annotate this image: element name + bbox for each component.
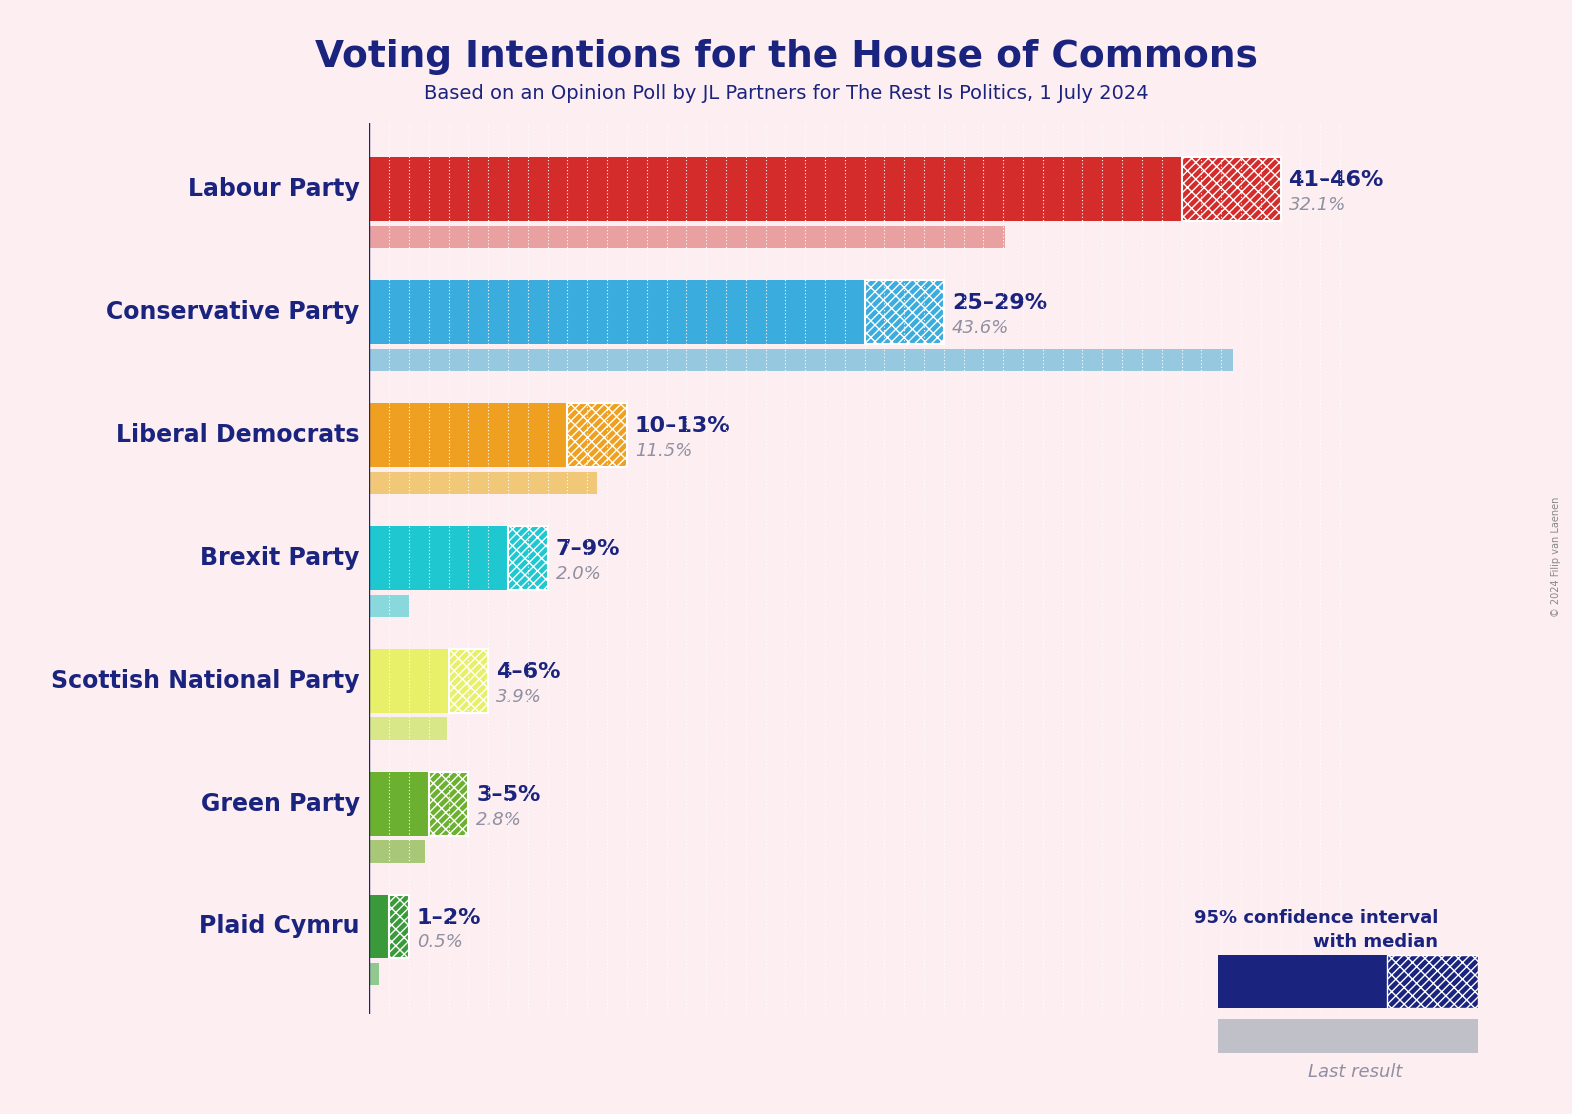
Bar xyxy=(369,717,446,740)
Bar xyxy=(369,280,865,344)
Bar xyxy=(369,471,597,494)
Text: 1–2%: 1–2% xyxy=(417,908,481,928)
Text: 3.9%: 3.9% xyxy=(497,687,542,705)
Text: © 2024 Filip van Laenen: © 2024 Filip van Laenen xyxy=(1552,497,1561,617)
Bar xyxy=(448,648,489,713)
Bar xyxy=(429,772,468,836)
Bar xyxy=(1387,955,1478,1008)
Text: 4–6%: 4–6% xyxy=(497,662,561,682)
Text: Based on an Opinion Poll by JL Partners for The Rest Is Politics, 1 July 2024: Based on an Opinion Poll by JL Partners … xyxy=(424,84,1148,102)
Bar xyxy=(369,526,508,589)
Bar xyxy=(369,157,1182,221)
Text: 25–29%: 25–29% xyxy=(951,293,1047,313)
Text: Conservative Party: Conservative Party xyxy=(107,300,360,324)
Bar xyxy=(369,349,1232,371)
Text: Brexit Party: Brexit Party xyxy=(200,546,360,569)
Text: Green Party: Green Party xyxy=(201,792,360,815)
Bar xyxy=(567,403,627,467)
Bar xyxy=(369,964,379,986)
Bar xyxy=(369,772,429,836)
Bar xyxy=(1218,955,1387,1008)
Text: Voting Intentions for the House of Commons: Voting Intentions for the House of Commo… xyxy=(314,39,1258,75)
Bar xyxy=(369,895,390,958)
Text: 0.5%: 0.5% xyxy=(417,934,462,951)
Bar xyxy=(390,895,409,958)
Text: Plaid Cymru: Plaid Cymru xyxy=(200,915,360,938)
Bar xyxy=(865,280,943,344)
Bar xyxy=(369,648,448,713)
Text: 43.6%: 43.6% xyxy=(951,319,1009,336)
Bar xyxy=(369,840,424,862)
Bar xyxy=(1182,157,1281,221)
Text: 3–5%: 3–5% xyxy=(476,785,541,805)
Text: Labour Party: Labour Party xyxy=(187,177,360,201)
Text: Last result: Last result xyxy=(1308,1063,1402,1081)
Text: 10–13%: 10–13% xyxy=(635,417,731,437)
Text: 11.5%: 11.5% xyxy=(635,442,692,460)
Bar xyxy=(369,226,1005,248)
Text: 2.0%: 2.0% xyxy=(555,565,602,583)
Bar xyxy=(369,595,409,617)
Text: 2.8%: 2.8% xyxy=(476,811,522,829)
Text: 7–9%: 7–9% xyxy=(555,539,619,559)
Bar xyxy=(369,403,567,467)
Text: 95% confidence interval
with median: 95% confidence interval with median xyxy=(1195,909,1438,951)
Bar xyxy=(508,526,547,589)
Text: 32.1%: 32.1% xyxy=(1289,196,1346,214)
Text: Scottish National Party: Scottish National Party xyxy=(50,668,360,693)
Text: 41–46%: 41–46% xyxy=(1289,170,1383,190)
Text: Liberal Democrats: Liberal Democrats xyxy=(116,423,360,447)
